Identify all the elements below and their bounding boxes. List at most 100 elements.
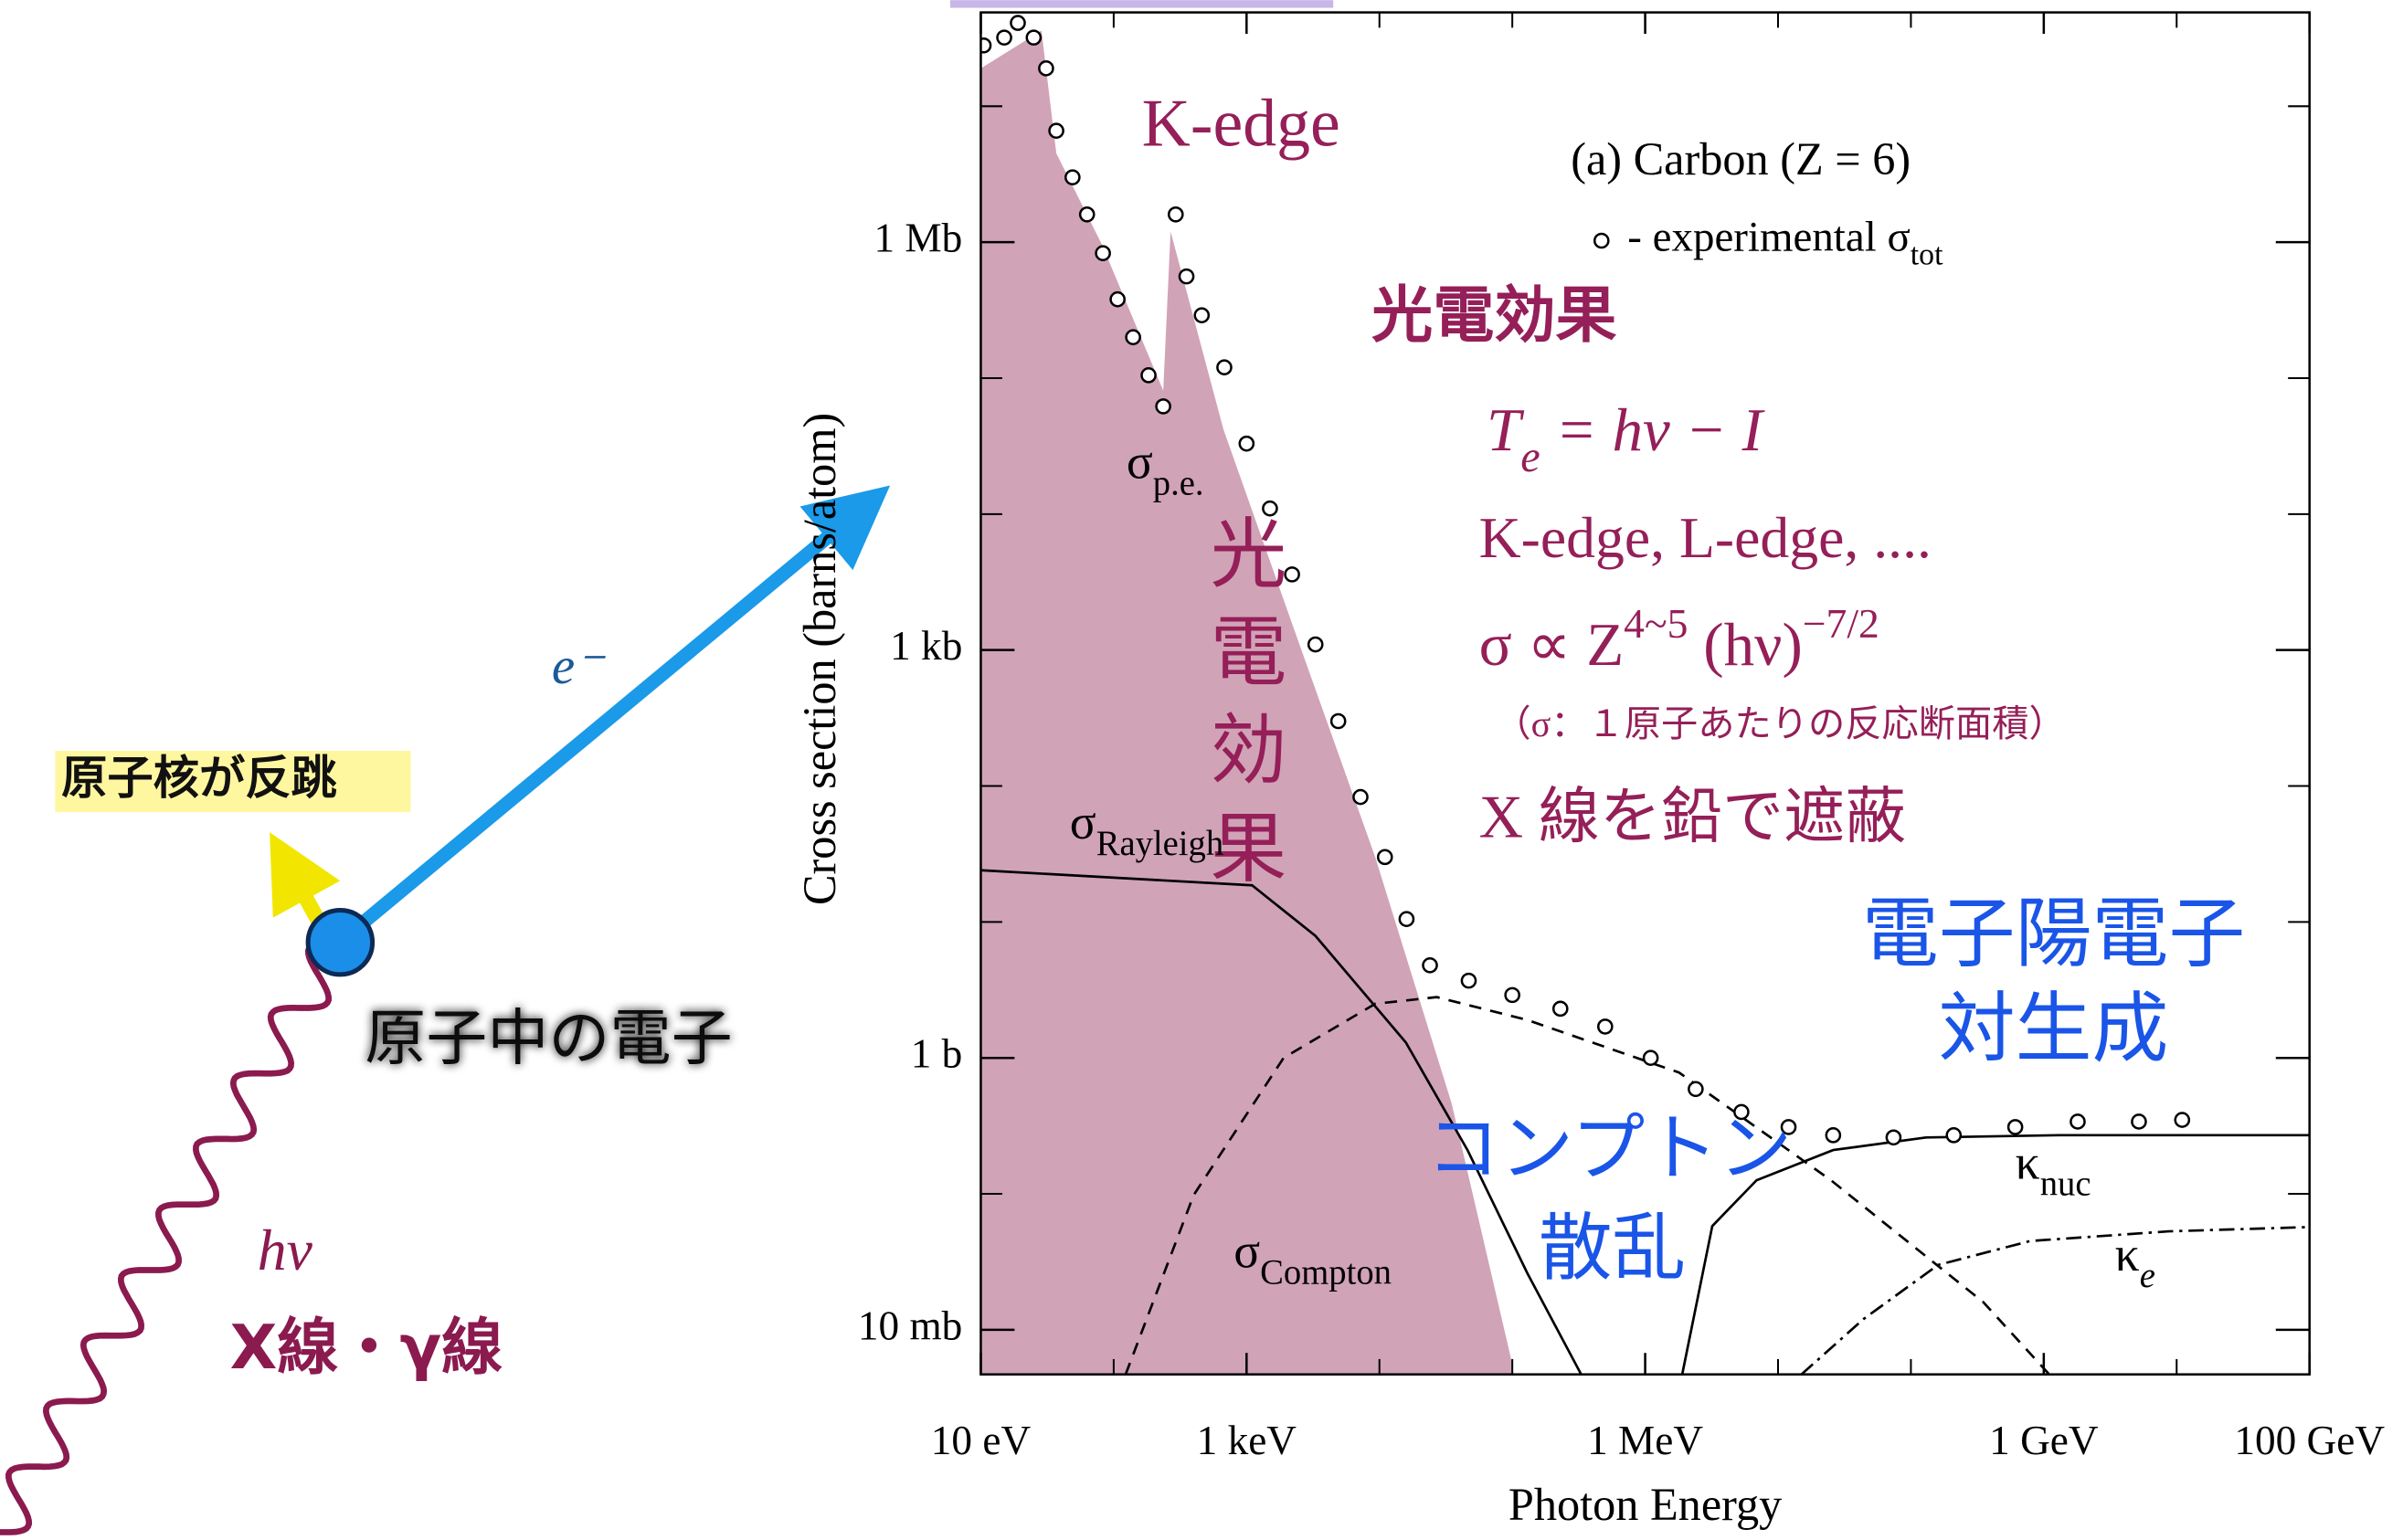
- sigma-pe-part: p.e.: [1153, 465, 1204, 503]
- equation-part: = hν − I: [1540, 396, 1765, 465]
- sigma-compton: σCompton: [1233, 1224, 1392, 1292]
- data-point: [1422, 956, 1438, 974]
- sigma-rayleigh: σRayleigh: [1070, 795, 1223, 863]
- data-point: [2174, 1112, 2191, 1128]
- data-point: [1064, 169, 1081, 185]
- electron-dot: [305, 907, 376, 977]
- data-point: [1109, 290, 1126, 308]
- sigma-pe: σp.e.: [1127, 435, 1204, 503]
- y-tick-label: 1 Mb: [873, 216, 962, 261]
- data-point: [1945, 1127, 1963, 1144]
- data-point: [1125, 329, 1141, 345]
- y-tick-label: 1 b: [911, 1031, 963, 1077]
- data-point: [1284, 566, 1300, 583]
- data-point: [1733, 1103, 1750, 1121]
- x-axis-title: Photon Energy: [1508, 1479, 1782, 1530]
- x-tick-label: 10 eV: [931, 1418, 1032, 1463]
- top-bar: [949, 0, 1334, 8]
- electron-arrow: [340, 485, 891, 944]
- compton-label: コンプトン: [1426, 1109, 1792, 1190]
- electron-label: 原子中の電子: [365, 1002, 732, 1073]
- data-point: [1780, 1119, 1797, 1135]
- data-point: [1307, 636, 1324, 653]
- data-point: [1885, 1129, 1902, 1146]
- sigma-compton-part: Compton: [1260, 1253, 1392, 1292]
- proportionality-part: −7/2: [1803, 600, 1879, 647]
- data-point: [1825, 1127, 1842, 1144]
- data-point: [1238, 435, 1255, 452]
- note: （σ：１原子あたりの反応断面積）: [1494, 703, 2065, 744]
- pe-vertical: 光電効果: [1199, 513, 1285, 905]
- data-point: [1376, 849, 1393, 866]
- sigma-pe-part: σ: [1127, 435, 1153, 490]
- x-tick-label: 1 keV: [1197, 1418, 1297, 1463]
- data-point: [996, 29, 1012, 46]
- data-point: [1078, 206, 1096, 223]
- pe-heading: 光電効果: [1371, 281, 1616, 350]
- x-tick-label: 1 MeV: [1587, 1418, 1703, 1463]
- recoil-label: 原子核が反跳: [61, 751, 337, 805]
- data-point: [1167, 206, 1184, 223]
- y-axis-title: Cross section (barns/atom): [794, 413, 845, 905]
- sigma-compton-part: σ: [1233, 1224, 1260, 1279]
- kappa-e-part: κ: [2115, 1227, 2140, 1282]
- kedge-title: K-edge: [1142, 86, 1340, 161]
- data-point: [1178, 268, 1195, 285]
- photon-wave: [0, 939, 332, 1535]
- data-point: [1038, 60, 1054, 77]
- data-point: [1262, 500, 1278, 517]
- kappa-e: κe: [2115, 1227, 2155, 1295]
- legend-label-part: tot: [1911, 238, 1943, 272]
- equation-part: T: [1487, 396, 1525, 465]
- proportionality-part: σ ∝ Z: [1479, 610, 1625, 679]
- data-point: [1010, 15, 1026, 31]
- data-point: [1140, 367, 1157, 384]
- legend-label: - experimental σtot: [1627, 213, 1943, 271]
- legend-symbol: [1593, 232, 1610, 249]
- material-label: (a) Carbon (Z = 6): [1571, 133, 1911, 185]
- photon-symbol: hν: [258, 1218, 313, 1282]
- pair-label: 電子陽電子: [1862, 892, 2245, 977]
- kappa-e-part: e: [2140, 1257, 2155, 1295]
- data-point: [1398, 911, 1415, 928]
- data-point: [980, 37, 992, 54]
- equation-part: e: [1520, 433, 1540, 481]
- series-layer: [980, 15, 2310, 1375]
- data-point: [1460, 972, 1477, 989]
- x-tick-label: 100 GeV: [2234, 1418, 2385, 1463]
- kappa-nuc-part: κ: [2016, 1135, 2040, 1190]
- proportionality-part: (hν): [1688, 610, 1802, 679]
- data-point: [1551, 1000, 1569, 1018]
- pair-label: 対生成: [1939, 987, 2169, 1072]
- line: [980, 869, 1583, 1375]
- kappa-nuc: κnuc: [2016, 1135, 2091, 1204]
- data-point: [2070, 1113, 2086, 1130]
- data-point: [1155, 398, 1171, 415]
- data-point: [1193, 307, 1211, 323]
- data-point: [1329, 712, 1347, 730]
- photon-label: X線・γ線: [230, 1312, 503, 1383]
- data-point: [1048, 122, 1064, 139]
- line: [1800, 1226, 2310, 1375]
- plot: 10 eV 1 keV 1 MeV 1 GeV 100 GeV 10 mb 1 b 1 kb 1…: [794, 11, 2385, 1530]
- line: [1124, 996, 2050, 1375]
- equation: Te = hν − I: [1487, 396, 1765, 481]
- recoil-arrow: [270, 832, 341, 931]
- data-point: [1596, 1018, 1614, 1035]
- legend-label-part: - experimental σ: [1627, 213, 1911, 260]
- proportionality: σ ∝ Z4~5 (hν)−7/2: [1479, 600, 1879, 679]
- y-tick-label: 10 mb: [858, 1303, 962, 1348]
- data-point: [1688, 1081, 1704, 1098]
- recoil-highlight: [55, 751, 411, 813]
- sigma-rayleigh-part: Rayleigh: [1096, 825, 1223, 863]
- x-tick-label: 1 GeV: [1989, 1418, 2099, 1463]
- y-tick-label: 1 kb: [890, 623, 962, 669]
- compton-label: 散乱: [1539, 1208, 1686, 1290]
- data-point: [2006, 1119, 2024, 1135]
- proportionality-part: 4~5: [1624, 600, 1688, 647]
- data-point: [1352, 788, 1369, 806]
- data-point: [2131, 1113, 2147, 1130]
- data-point: [1216, 359, 1233, 376]
- data-point: [1504, 986, 1520, 1004]
